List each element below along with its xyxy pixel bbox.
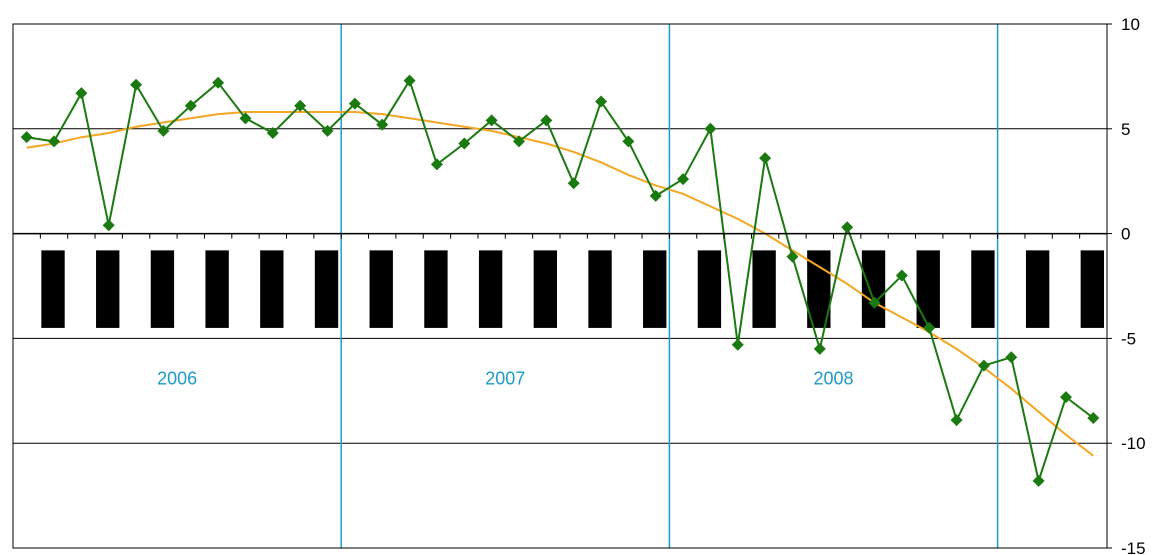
data-point: [20, 131, 33, 144]
band-bar: [314, 250, 339, 328]
data-point: [868, 296, 881, 309]
band-bar: [1025, 250, 1050, 328]
data-point: [184, 99, 197, 112]
main-series: [20, 74, 1100, 487]
data-point: [950, 414, 963, 427]
data-point: [677, 173, 690, 186]
band-bar: [424, 250, 448, 328]
data-point: [1059, 391, 1072, 404]
band-bar: [1080, 250, 1104, 328]
trend-series: [26, 111, 1094, 457]
labels: 2006 2007 2008 10 5 0 -5 -10 -15: [157, 15, 1146, 555]
data-point: [759, 152, 772, 165]
data-point: [923, 321, 936, 334]
plot-border: [12, 23, 1108, 549]
data-point: [376, 118, 389, 131]
y-tick-label: 0: [1121, 225, 1130, 244]
band-bar: [150, 250, 175, 328]
y-tick-label: -15: [1121, 539, 1146, 555]
data-point: [567, 177, 580, 190]
data-point: [239, 112, 252, 125]
trend-line: [26, 111, 1094, 457]
band-bar: [205, 250, 229, 328]
axes: [12, 23, 1112, 549]
data-point: [841, 221, 854, 234]
data-point: [731, 338, 744, 351]
band-bar: [588, 250, 612, 328]
data-point: [321, 124, 334, 137]
y-tick-label: -10: [1121, 434, 1146, 453]
data-point: [1005, 351, 1018, 364]
data-point: [130, 78, 143, 91]
data-point: [157, 124, 170, 137]
main-line: [26, 78, 1094, 485]
data-point: [430, 158, 443, 171]
gridlines: [13, 128, 1107, 444]
band-bar: [41, 250, 65, 328]
band-bar: [697, 250, 722, 328]
data-point: [458, 137, 471, 150]
band-bar: [752, 250, 776, 328]
data-point: [348, 97, 361, 110]
data-point: [403, 74, 416, 87]
data-point: [595, 95, 608, 108]
band-bar: [971, 250, 995, 328]
band-bar: [533, 250, 557, 328]
year-label: 2007: [485, 369, 525, 389]
data-point: [1087, 412, 1100, 425]
band-bar: [916, 250, 940, 328]
data-point: [786, 250, 799, 263]
data-point: [485, 114, 498, 127]
recession-bands: [41, 250, 1104, 328]
data-point: [540, 114, 553, 127]
data-point: [977, 359, 990, 372]
data-point: [75, 87, 88, 100]
data-point: [622, 135, 635, 148]
data-point: [704, 122, 717, 135]
data-point: [512, 135, 525, 148]
data-point: [266, 126, 279, 139]
data-point: [102, 219, 115, 232]
y-tick-label: -5: [1121, 329, 1136, 348]
data-point: [212, 76, 225, 89]
band-bar: [260, 250, 284, 328]
band-bar: [643, 250, 667, 328]
data-point: [48, 135, 61, 148]
year-label: 2006: [157, 369, 197, 389]
y-tick-label: 10: [1121, 15, 1140, 34]
year-label: 2008: [813, 369, 853, 389]
data-point: [294, 99, 307, 112]
band-bar: [861, 250, 886, 328]
y-tick-label: 5: [1121, 120, 1130, 139]
data-point: [649, 189, 662, 202]
data-point: [895, 269, 908, 282]
band-bar: [369, 250, 393, 328]
data-point: [1032, 474, 1045, 487]
data-point: [813, 342, 826, 355]
band-bar: [96, 250, 120, 328]
band-bar: [478, 250, 503, 328]
